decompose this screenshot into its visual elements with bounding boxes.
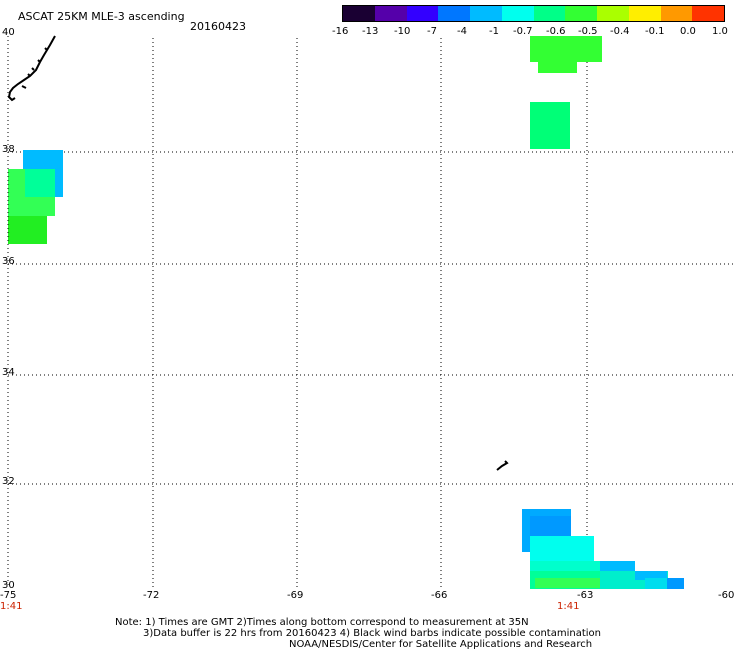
- footer-note-line1: Note: 1) Times are GMT 2)Times along bot…: [115, 617, 529, 628]
- colorbar-segment: [597, 6, 629, 21]
- colorbar-label: 0.0: [680, 26, 696, 37]
- y-tick-label: 34: [2, 367, 15, 378]
- x-tick-label: -69: [287, 590, 304, 601]
- swath-bottom-right: [522, 509, 684, 589]
- x-tick-label: -63: [577, 590, 594, 601]
- colorbar-segment: [501, 6, 534, 21]
- colorbar-label: -7: [427, 26, 437, 37]
- colorbar-segment: [470, 6, 502, 21]
- colorbar-segment: [660, 6, 693, 21]
- colorbar-label: -1: [489, 26, 499, 37]
- colorbar-label: -0.1: [645, 26, 665, 37]
- latitude-gridlines: [8, 151, 735, 485]
- colorbar-label: -4: [457, 26, 467, 37]
- colorbar-segment: [692, 6, 724, 21]
- island: [496, 460, 509, 471]
- swath-left: [8, 150, 63, 244]
- y-tick-label: 30: [2, 580, 15, 591]
- colorbar-label: 1.0: [712, 26, 728, 37]
- longitude-gridlines: [152, 38, 588, 588]
- colorbar-segment: [565, 6, 597, 21]
- x-tick-label: -75: [0, 590, 17, 601]
- footer-note-line2: 3)Data buffer is 22 hrs from 20160423 4)…: [143, 628, 601, 639]
- x-tick-label: -60: [718, 590, 735, 601]
- colorbar-label: -0.7: [513, 26, 533, 37]
- colorbar-segment: [406, 6, 439, 21]
- colorbar-label: -10: [394, 26, 411, 37]
- colorbar-segment: [343, 6, 375, 21]
- time-label: 1:41: [0, 601, 23, 612]
- x-tick-label: -72: [143, 590, 160, 601]
- y-tick-label: 36: [2, 256, 15, 267]
- y-tick-label: 32: [2, 476, 15, 487]
- colorbar-label: -16: [332, 26, 349, 37]
- y-tick-label: 40: [2, 27, 15, 38]
- time-label: 1:41: [557, 601, 580, 612]
- coastline: [7, 35, 56, 102]
- colorbar-label: -0.5: [578, 26, 598, 37]
- colorbar-label: -0.6: [546, 26, 566, 37]
- swath-top-right: [530, 36, 602, 149]
- colorbar-segment: [628, 6, 661, 21]
- footer-credit: NOAA/NESDIS/Center for Satellite Applica…: [289, 639, 593, 650]
- colorbar-label: -0.4: [610, 26, 630, 37]
- map-title: ASCAT 25KM MLE-3 ascending: [18, 10, 185, 23]
- colorbar: [342, 5, 725, 22]
- x-tick-label: -66: [431, 590, 448, 601]
- colorbar-segment: [374, 6, 407, 21]
- map-date: 20160423: [190, 20, 246, 33]
- colorbar-segment: [438, 6, 470, 21]
- colorbar-label: -13: [362, 26, 379, 37]
- colorbar-segment: [533, 6, 566, 21]
- y-tick-label: 38: [2, 144, 15, 155]
